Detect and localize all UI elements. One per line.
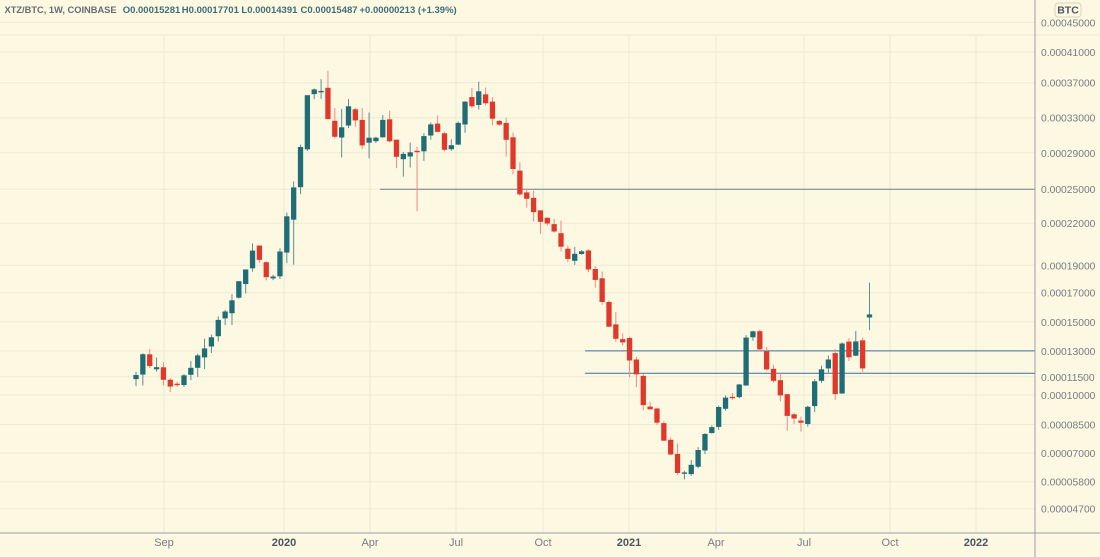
svg-text:0.00007000: 0.00007000	[1041, 449, 1096, 460]
svg-text:Jul: Jul	[449, 537, 463, 549]
svg-text:Apr: Apr	[707, 537, 724, 549]
svg-text:H0.00017701: H0.00017701	[182, 5, 240, 16]
svg-text:0.00017000: 0.00017000	[1041, 289, 1096, 300]
svg-text:0.00045000: 0.00045000	[1041, 18, 1096, 29]
svg-text:2020: 2020	[272, 537, 296, 549]
svg-text:0.00029000: 0.00029000	[1041, 149, 1096, 160]
svg-text:0.00010000: 0.00010000	[1041, 391, 1096, 402]
svg-text:Oct: Oct	[881, 537, 898, 549]
svg-text:0.00019000: 0.00019000	[1041, 261, 1096, 272]
svg-text:C0.00015487: C0.00015487	[301, 5, 358, 16]
svg-text:0.00004700: 0.00004700	[1041, 505, 1096, 516]
svg-text:0.00037000: 0.00037000	[1041, 79, 1096, 90]
svg-text:0.00015000: 0.00015000	[1041, 318, 1096, 329]
svg-text:+0.00000213 (+1.39%): +0.00000213 (+1.39%)	[360, 5, 457, 16]
svg-text:0.00008500: 0.00008500	[1041, 421, 1096, 432]
svg-text:0.00011500: 0.00011500	[1041, 373, 1095, 384]
svg-text:Sep: Sep	[154, 537, 174, 549]
svg-text:2021: 2021	[617, 537, 641, 549]
svg-text:O0.00015281: O0.00015281	[123, 5, 181, 16]
svg-text:0.00022000: 0.00022000	[1041, 219, 1096, 230]
svg-text:Apr: Apr	[361, 537, 378, 549]
svg-text:0.00013000: 0.00013000	[1041, 347, 1096, 358]
svg-text:2022: 2022	[964, 537, 988, 549]
svg-text:XTZ/BTC, 1W, COINBASE: XTZ/BTC, 1W, COINBASE	[5, 5, 117, 15]
svg-text:L0.00014391: L0.00014391	[241, 5, 298, 16]
svg-text:0.00025000: 0.00025000	[1041, 185, 1096, 196]
svg-text:0.00041000: 0.00041000	[1041, 48, 1096, 59]
svg-text:0.00033000: 0.00033000	[1041, 114, 1096, 125]
svg-text:Oct: Oct	[534, 537, 551, 549]
svg-text:0.00005800: 0.00005800	[1041, 478, 1096, 489]
svg-text:Jul: Jul	[797, 537, 811, 549]
svg-text:BTC: BTC	[1057, 5, 1079, 17]
